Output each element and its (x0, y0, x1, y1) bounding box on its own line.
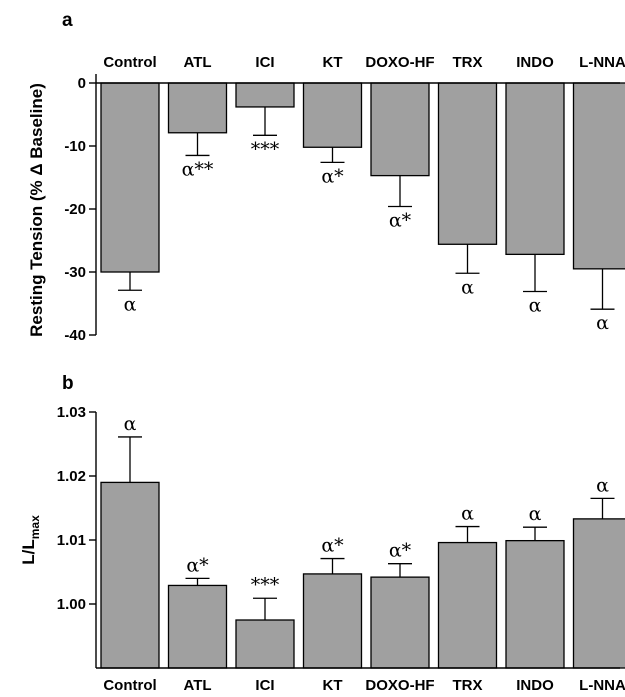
panel-a-annotation-0: α (124, 293, 137, 315)
panel-a-annotation-3: α* (321, 165, 344, 187)
panel-b-ytick-label-3: 1.03 (57, 404, 86, 421)
panel-a-bar-1 (167, 82, 228, 134)
panel-a-annotation-5: α (461, 276, 474, 298)
panel-a-category-label-5: TRX (453, 54, 483, 71)
panel-b-category-label-1: ATL (183, 677, 211, 694)
panel-b-annotation-5: α (461, 503, 474, 525)
panel-a-category-label-3: KT (323, 54, 343, 71)
panel-a-bar-0 (100, 82, 160, 273)
panel-a-category-label-2: ICI (255, 54, 274, 71)
panel-a-ytick-label-0: 0 (78, 75, 86, 92)
panel-a-bar-2 (235, 82, 295, 108)
panel-b-category-label-6: INDO (516, 677, 554, 694)
panel-a-category-label-7: L-NNA (579, 54, 625, 71)
panel-b-bar-4 (370, 576, 430, 669)
panel-b-category-label-4: DOXO-HF (365, 677, 434, 694)
panel-a-category-label-1: ATL (183, 54, 211, 71)
panel-b-annotation-4: α* (389, 540, 412, 562)
panel-a-ytick-label-1: -10 (64, 138, 86, 155)
panel-b-letter: b (62, 373, 74, 394)
panel-b-ytick-label-0: 1.00 (57, 596, 86, 613)
panel-a-y-axis-label: Resting Tension (% Δ Baseline) (27, 83, 46, 337)
panel-b-bar-5 (437, 541, 498, 669)
panel-a-ytick-label-4: -40 (64, 327, 86, 344)
panel-b-ytick-label-2: 1.02 (57, 468, 86, 485)
panel-a-annotation-1: α** (182, 158, 214, 180)
panel-b-y-axis-label-sub: max (28, 515, 42, 539)
panel-a-bar-5 (437, 82, 498, 245)
panel-a-annotation-4: α* (389, 209, 412, 231)
panel-b-category-label-7: L-NNA (579, 677, 625, 694)
panel-b-category-label-0: Control (103, 677, 156, 694)
panel-b-annotation-1: α* (186, 554, 209, 576)
panel-a-bar-3 (302, 82, 363, 148)
panel-b-y-axis-label: L/Lmax (19, 515, 42, 565)
panel-a-bar-7 (572, 82, 625, 270)
panel-b-category-label-5: TRX (453, 677, 483, 694)
panel-b-annotation-3: α* (321, 535, 344, 557)
panel-b-bar-7 (572, 518, 625, 669)
panel-b-bar-2 (235, 619, 295, 669)
panel-a-category-label-0: Control (103, 54, 156, 71)
panel-b-bar-0 (100, 481, 160, 669)
panel-b-category-label-3: KT (323, 677, 343, 694)
panel-b-annotation-6: α (529, 503, 542, 525)
panel-a-ytick-label-2: -20 (64, 201, 86, 218)
panel-b-bar-3 (302, 573, 363, 669)
panel-a-annotation-2: *** (251, 138, 280, 160)
panel-b-y-axis-label-main: L/L (19, 539, 38, 565)
panel-a-category-label-4: DOXO-HF (365, 54, 434, 71)
panel-b-annotation-7: α (596, 474, 609, 496)
panel-a-annotation-7: α (596, 312, 609, 334)
panel-a-letter: a (62, 10, 73, 31)
panel-a-bar-6 (505, 82, 565, 256)
panel-b-chart: α α* *** α* α* α α α 1.00 1.01 1.02 1.03 Control ATL I… (19, 404, 625, 694)
panel-b-annotation-2: *** (251, 574, 280, 596)
panel-a-bar-4 (370, 82, 430, 177)
panel-b-category-label-2: ICI (255, 677, 274, 694)
panel-b-ytick-label-1: 1.01 (57, 532, 86, 549)
panel-b-bar-1 (167, 584, 228, 669)
panel-a-annotation-6: α (529, 295, 542, 317)
panel-a-category-label-6: INDO (516, 54, 554, 71)
panel-a-ytick-label-3: -30 (64, 264, 86, 281)
panel-b-bar-6 (505, 539, 565, 669)
panel-b-annotation-0: α (124, 413, 137, 435)
panel-a-chart: α α** *** α* α* α α α 0 -10 -20 -30 -40 Control ATL ICI… (27, 54, 625, 344)
